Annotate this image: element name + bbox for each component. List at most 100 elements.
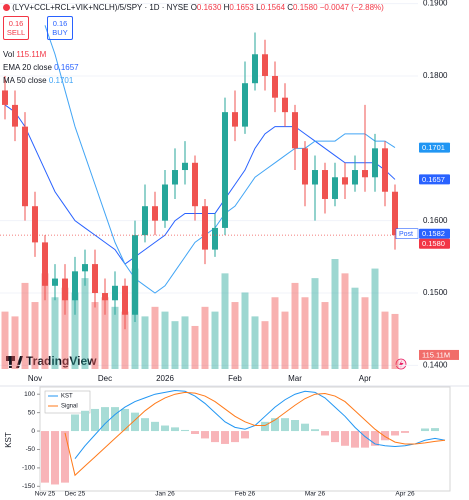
y-tick-label: 0.1600 xyxy=(423,216,448,225)
sell-price: 0.16 xyxy=(8,19,24,28)
histogram-bar xyxy=(321,431,329,436)
histogram-bar xyxy=(81,410,89,432)
volume-bar xyxy=(41,273,49,369)
volume-bar xyxy=(101,297,109,369)
histogram-bar xyxy=(261,421,269,432)
candle-body xyxy=(132,235,138,315)
histogram-bar xyxy=(181,429,189,432)
candle-body xyxy=(222,112,228,228)
candle-body xyxy=(262,54,268,76)
x-tick-label: Feb xyxy=(228,374,242,383)
candle-body xyxy=(272,75,278,98)
candle-body xyxy=(292,112,298,149)
trade-buttons: 0.16 SELL 0.16 BUY xyxy=(3,16,384,40)
histogram-bar xyxy=(381,431,389,441)
price-tag-label: 0.1580 xyxy=(422,239,445,248)
volume-tag-label: 115.11M xyxy=(422,350,450,359)
ohlc-value: 0.1653 xyxy=(229,3,254,12)
legend-value: 0.1657 xyxy=(54,63,79,72)
ma-line xyxy=(44,25,396,294)
histogram-bar xyxy=(131,412,139,432)
volume-tag xyxy=(419,349,459,360)
volume-bar xyxy=(201,306,209,369)
histogram-bar xyxy=(161,425,169,432)
volume-bar xyxy=(221,273,229,369)
volume-bar xyxy=(191,325,199,369)
volume-bar xyxy=(311,278,319,369)
legend-value: 0.1701 xyxy=(48,76,74,85)
candle-body xyxy=(382,148,388,192)
x-tick-label: Mar xyxy=(288,374,302,383)
volume-bar xyxy=(251,316,259,369)
candle-body xyxy=(142,206,148,236)
volume-bar xyxy=(371,268,379,369)
x-tick-label: Feb 26 xyxy=(235,491,256,498)
kst-frame xyxy=(39,386,451,492)
histogram-bar xyxy=(171,427,179,432)
ohlc-label: H xyxy=(223,3,230,12)
volume-bar xyxy=(241,292,249,369)
candle-body xyxy=(112,285,118,301)
histogram-bar xyxy=(371,431,379,446)
volume-bar xyxy=(261,321,269,369)
volume-bar xyxy=(121,311,129,369)
x-tick-label: Nov xyxy=(28,374,42,383)
volume-bar xyxy=(391,313,399,369)
legend-label: KST xyxy=(61,394,73,400)
histogram-bar xyxy=(401,431,409,433)
histogram-bar xyxy=(201,431,209,439)
histogram-bar xyxy=(281,418,289,432)
volume-bar xyxy=(161,311,169,369)
candle-body xyxy=(52,278,58,286)
ohlc-value: 0.1580 xyxy=(293,3,318,12)
histogram-bar xyxy=(71,414,79,432)
candle-body xyxy=(312,170,318,185)
sell-button[interactable]: 0.16 SELL xyxy=(3,16,29,40)
candle-body xyxy=(372,148,378,178)
volume-bar xyxy=(1,311,9,369)
histogram-bar xyxy=(41,431,49,483)
volume-bar xyxy=(91,302,99,369)
histogram-bar xyxy=(111,407,119,432)
y-tick-label: 0.1500 xyxy=(423,288,448,297)
logo-text: TradingView xyxy=(26,354,97,368)
volume-bar xyxy=(61,287,69,369)
post-tag xyxy=(395,228,419,239)
histogram-bar xyxy=(61,431,69,483)
ohlc-label: L xyxy=(256,3,261,12)
volume-bar xyxy=(181,316,189,369)
candle-body xyxy=(72,271,78,301)
histogram-bar xyxy=(341,431,349,446)
volume-bar xyxy=(341,273,349,369)
ohlc-label: C xyxy=(287,3,294,12)
candle-body xyxy=(252,54,258,84)
price-tag xyxy=(419,174,450,185)
volume-bar xyxy=(361,297,369,369)
histogram-bar xyxy=(421,428,429,432)
candle-body xyxy=(302,148,308,185)
price-tag-label: 0.1657 xyxy=(422,175,445,184)
histogram-bar xyxy=(301,423,309,432)
volume-bar xyxy=(291,282,299,369)
volume-bar xyxy=(81,278,89,369)
volume-bar xyxy=(331,259,339,369)
volume-bar xyxy=(31,302,39,369)
histogram-bar xyxy=(391,431,399,436)
header-row: (LYV+CCL+RCL+VIK+NCLH)/5/SPY · 1D · NYSE… xyxy=(3,1,384,14)
legend-header: (LYV+CCL+RCL+VIK+NCLH)/5/SPY · 1D · NYSE… xyxy=(3,1,384,87)
price-axis xyxy=(418,0,469,372)
logo-mark xyxy=(9,356,12,368)
legend-value: 115.11M xyxy=(16,50,47,59)
histogram-bar xyxy=(291,420,299,432)
histogram-bar xyxy=(51,431,59,485)
volume-bar xyxy=(351,287,359,369)
candle-body xyxy=(152,206,158,221)
buy-button[interactable]: 0.16 BUY xyxy=(47,16,73,40)
histogram-bar xyxy=(361,431,369,448)
y-tick-label: 0.1900 xyxy=(423,0,448,8)
price-tag xyxy=(419,238,450,249)
y-tick-label: 0.1400 xyxy=(423,360,448,369)
ohlc-value: 0.1630 xyxy=(196,3,222,12)
